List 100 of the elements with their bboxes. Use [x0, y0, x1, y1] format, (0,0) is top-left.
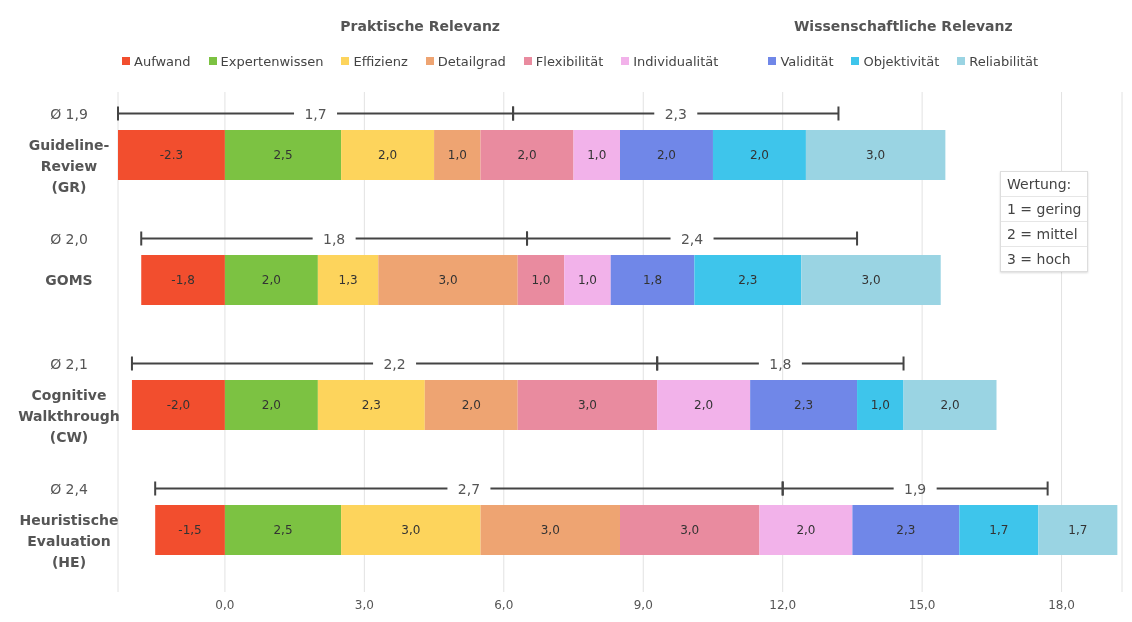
legend-label: Reliabilität — [969, 53, 1039, 69]
data-label: 2,5 — [273, 148, 293, 163]
bar — [480, 130, 574, 180]
annotation: 2,7 — [457, 480, 481, 497]
bar — [131, 380, 225, 430]
bar — [341, 130, 435, 180]
bar — [141, 255, 225, 305]
data-label: 2,0 — [517, 148, 537, 163]
x-tick-label: 12,0 — [769, 597, 797, 612]
x-tick-label: 6,0 — [494, 597, 514, 612]
text: Ø 1,9 — [50, 105, 88, 122]
bar — [224, 380, 318, 430]
legend-label: Expertenwissen — [220, 53, 324, 69]
data-label: 1,3 — [338, 273, 358, 288]
bar — [517, 380, 658, 430]
data-label: 2,0 — [656, 148, 677, 163]
data-label: 3,0 — [866, 148, 886, 163]
y-tick-label: Cognitive Walkthrough (CW) — [18, 386, 120, 445]
bar — [224, 255, 318, 305]
bar — [118, 130, 225, 180]
legend-label: Aufwand — [134, 53, 191, 69]
data-label: 1,0 — [447, 148, 467, 163]
bar — [378, 255, 518, 305]
data-label: 2,0 — [261, 273, 281, 288]
bar — [750, 380, 858, 430]
data-label: 2,0 — [796, 523, 816, 538]
data-label: 1,7 — [1068, 523, 1088, 538]
data-label: -2.3 — [159, 148, 184, 163]
annotation: 1 = gering — [1001, 196, 1088, 221]
data-label: 1,0 — [870, 398, 890, 413]
annotation: Wertung: — [1006, 175, 1073, 194]
data-label: 1,7 — [989, 523, 1009, 538]
bar — [903, 380, 997, 430]
data-label: 2,0 — [749, 148, 769, 163]
data-label: 2,0 — [378, 148, 398, 163]
text: Ø 2,4 — [50, 480, 88, 497]
text: Praktische Relevanz — [340, 17, 500, 35]
data-label: 3,0 — [861, 273, 881, 288]
bar — [620, 130, 713, 180]
annotation: 1,8 — [323, 230, 346, 247]
annotation: 2,2 — [383, 355, 406, 372]
data-label: 1,8 — [642, 273, 663, 288]
legend-label: Individualität — [633, 53, 719, 69]
data-label: 2,3 — [738, 273, 758, 288]
text: Ø 2,0 — [50, 230, 88, 247]
bar — [857, 380, 904, 430]
bar — [424, 380, 518, 430]
data-label: 1,0 — [531, 273, 551, 288]
x-tick-label: 3,0 — [354, 597, 374, 612]
data-label: 2,0 — [940, 398, 960, 413]
bar — [317, 255, 379, 305]
annotation: 2,3 — [664, 105, 687, 122]
data-label: 3,0 — [680, 523, 700, 538]
bar — [852, 505, 960, 555]
data-label: 2,3 — [794, 398, 814, 413]
annotation: 1,7 — [304, 105, 327, 122]
bar — [517, 255, 565, 305]
bar — [224, 505, 342, 555]
data-label: -2,0 — [166, 398, 191, 413]
bar — [620, 505, 760, 555]
bar — [712, 130, 806, 180]
data-label: 3,0 — [401, 523, 421, 538]
data-label: 1,0 — [577, 273, 598, 288]
bar — [694, 255, 802, 305]
legend-label: Effizienz — [353, 53, 408, 69]
bar — [759, 505, 853, 555]
annotation: 1,8 — [769, 355, 792, 372]
annotation: 2,4 — [680, 230, 704, 247]
y-tick-label: Guideline-Review (GR) — [28, 136, 110, 195]
data-label: 2,3 — [896, 523, 916, 538]
data-label: 1,0 — [587, 148, 607, 163]
bar — [224, 130, 342, 180]
data-label: 3,0 — [540, 523, 560, 538]
bar — [610, 255, 695, 305]
legend-label: Objektivität — [863, 53, 940, 69]
bar — [434, 130, 481, 180]
text: Wissenschaftliche Relevanz — [793, 17, 1013, 35]
bar — [801, 255, 941, 305]
legend-label: Validität — [780, 53, 834, 69]
y-tick-label: GOMS — [45, 271, 93, 288]
data-label: 3,0 — [577, 398, 598, 413]
annotation: 3 = hoch — [1001, 246, 1088, 271]
bar — [155, 505, 225, 555]
data-label: 2,0 — [261, 398, 281, 413]
data-label: 2,3 — [361, 398, 381, 413]
data-label: -1,5 — [178, 523, 202, 538]
legend-label: Flexibilität — [535, 53, 604, 69]
data-label: -1,8 — [171, 273, 195, 288]
annotation: 1,9 — [904, 480, 927, 497]
x-tick-label: 18,0 — [1048, 597, 1075, 612]
data-label: 3,0 — [438, 273, 458, 288]
bar — [317, 380, 425, 430]
annotation: 2 = mittel — [1001, 221, 1088, 246]
bar — [959, 505, 1039, 555]
text: Ø 2,1 — [50, 355, 88, 372]
bar — [564, 255, 611, 305]
bar — [657, 380, 751, 430]
bar — [341, 505, 481, 555]
legend-label: Detailgrad — [437, 53, 506, 69]
y-tick-label: Heuristische Evaluation (HE) — [19, 511, 119, 570]
